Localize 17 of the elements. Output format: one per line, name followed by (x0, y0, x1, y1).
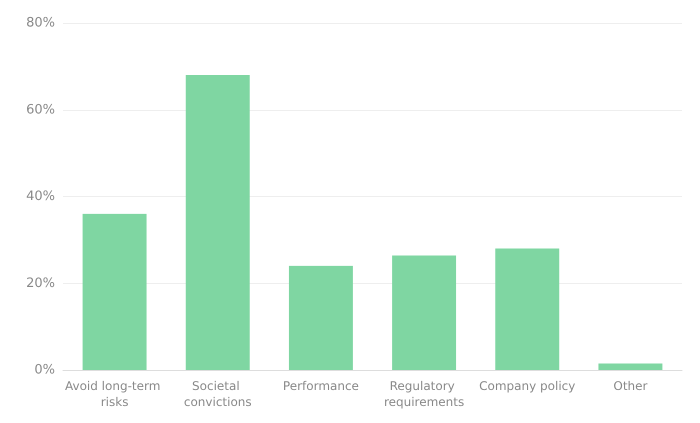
y-tick-label: 0% (34, 362, 55, 378)
bar (495, 248, 560, 370)
y-tick-label: 60% (26, 102, 55, 118)
bar (288, 266, 353, 370)
x-tick-label: Avoid long-term risks (64, 379, 164, 409)
y-tick-label: 80% (26, 16, 55, 30)
bar (82, 214, 147, 370)
x-tick-label: Regulatory requirements (384, 379, 464, 409)
x-tick-label: Performance (282, 379, 359, 393)
x-tick-label: Other (613, 379, 648, 393)
bar (186, 75, 250, 370)
y-tick-label: 20% (26, 276, 55, 291)
bar (392, 255, 456, 370)
bar (598, 363, 662, 370)
x-tick-label: Societal convictions (184, 379, 252, 409)
x-tick-label: Company policy (479, 379, 576, 393)
y-tick-label: 40% (26, 189, 55, 204)
